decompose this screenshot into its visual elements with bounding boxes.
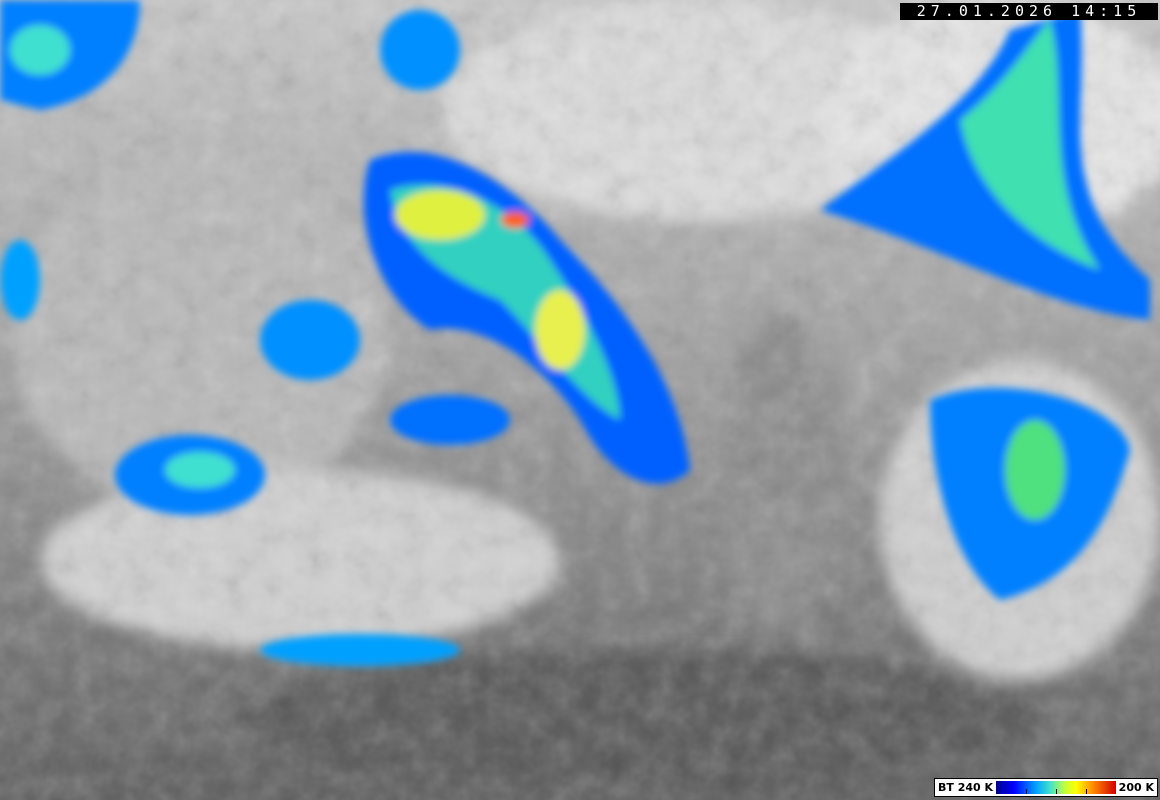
cold-cloud-tops xyxy=(0,0,1150,666)
brightness-temperature-legend: BT 240 K 200 K xyxy=(934,778,1158,797)
legend-tick xyxy=(1025,789,1027,794)
legend-tick xyxy=(1085,789,1087,794)
timestamp-label: 27.01.2026 14:15 xyxy=(900,3,1158,20)
legend-min-label: BT 240 K xyxy=(938,781,994,794)
legend-tick xyxy=(1055,789,1057,794)
legend-colorbar xyxy=(996,781,1116,794)
legend-max-label: 200 K xyxy=(1118,781,1154,794)
